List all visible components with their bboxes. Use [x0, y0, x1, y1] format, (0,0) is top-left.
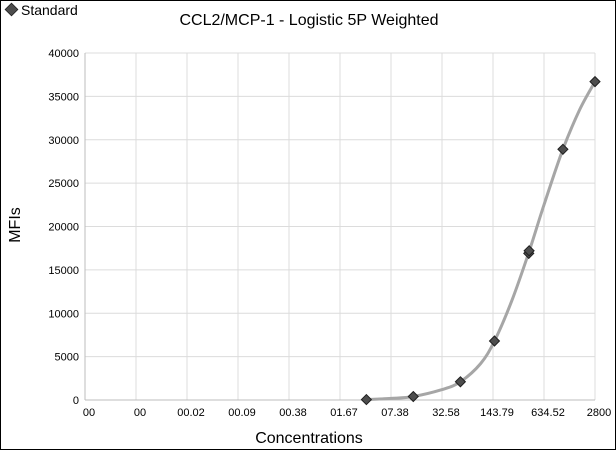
x-tick-label: 00 [83, 407, 95, 419]
x-tick-label: 00.09 [228, 407, 256, 419]
data-point-6 [557, 143, 569, 155]
x-tick-label: 2800 [587, 407, 611, 419]
y-tick-label: 0 [73, 395, 79, 407]
data-point-3 [488, 335, 501, 347]
y-tick-label: 10000 [48, 308, 79, 320]
x-tick-label: 00 [134, 407, 146, 419]
y-tick-label: 25000 [48, 178, 79, 190]
tick-layer: 0 5000 10000 15000 20000 25000 30000 35000 40000… [48, 48, 611, 419]
x-tick-label: 634.52 [531, 407, 565, 419]
x-tick-label: 00.02 [177, 407, 205, 419]
legend: Standard [4, 2, 78, 18]
y-tick-label: 5000 [55, 352, 79, 364]
y-tick-label: 20000 [48, 222, 79, 234]
y-axis-label: MFIs [7, 207, 24, 243]
x-tick-label: 00.38 [279, 407, 307, 419]
y-tick-label: 15000 [48, 265, 79, 277]
x-tick-label: 143.79 [480, 407, 514, 419]
axis-layer [84, 53, 595, 401]
legend-entry-standard: Standard [21, 2, 78, 18]
x-tick-label: 07.38 [381, 407, 409, 419]
y-tick-label: 40000 [48, 48, 79, 60]
x-tick-label: 32.58 [432, 407, 460, 419]
data-point-0 [360, 393, 373, 406]
y-tick-label: 35000 [48, 91, 79, 103]
data-point-1 [407, 390, 419, 403]
data-point-5 [523, 245, 535, 257]
point-layer [360, 75, 601, 406]
data-point-2 [454, 376, 467, 388]
data-point-7 [589, 75, 601, 88]
x-axis-label: Concentrations [255, 430, 363, 447]
grid-layer [84, 52, 596, 401]
fit-curve [364, 80, 597, 402]
y-tick-label: 30000 [48, 135, 79, 147]
chart-title: CCL2/MCP-1 - Logistic 5P Weighted [179, 12, 438, 29]
x-tick-label: 01.67 [330, 407, 358, 419]
curve-layer [364, 80, 597, 402]
legend-marker-standard [4, 2, 19, 17]
